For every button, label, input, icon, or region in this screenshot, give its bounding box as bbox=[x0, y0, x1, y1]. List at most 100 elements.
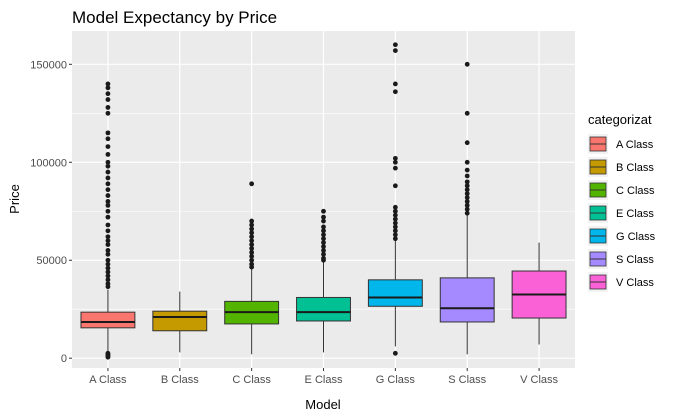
outlier-point bbox=[105, 248, 111, 253]
box-iqr bbox=[152, 310, 208, 332]
outlier-point bbox=[392, 165, 398, 171]
outlier-point bbox=[464, 110, 470, 116]
box-v-class bbox=[511, 242, 567, 345]
x-tick-label: C Class bbox=[232, 374, 271, 386]
outlier-point bbox=[105, 261, 111, 267]
outlier-point bbox=[249, 257, 255, 263]
outlier-point bbox=[464, 206, 470, 212]
box-g-class bbox=[367, 42, 423, 356]
outlier-point bbox=[464, 179, 470, 185]
x-tick-label: G Class bbox=[376, 374, 416, 386]
legend-label: E Class bbox=[616, 208, 654, 220]
chart-title: Model Expectancy by Price bbox=[72, 8, 277, 27]
legend-item: A Class bbox=[588, 134, 654, 154]
outlier-point bbox=[321, 232, 326, 238]
legend-label: A Class bbox=[616, 139, 654, 151]
outlier-point bbox=[249, 230, 255, 236]
box-iqr bbox=[296, 296, 351, 322]
outlier-point bbox=[249, 264, 255, 270]
outlier-point bbox=[105, 81, 111, 87]
y-tick-label: 100000 bbox=[30, 157, 67, 169]
legend: categorizat A Class B Class C Class E Class… bbox=[588, 112, 656, 292]
x-axis-title: Model bbox=[305, 397, 341, 412]
boxes bbox=[80, 42, 567, 360]
legend-item: C Class bbox=[588, 180, 655, 200]
outlier-point bbox=[105, 163, 111, 169]
outlier-point bbox=[464, 191, 470, 197]
outlier-point bbox=[105, 152, 111, 157]
outlier-point bbox=[249, 181, 255, 187]
x-tick-label: S Class bbox=[448, 374, 486, 386]
x-tick-label: A Class bbox=[89, 374, 127, 386]
outlier-point bbox=[392, 42, 398, 48]
y-axis: 0 50000 100000 150000 bbox=[30, 59, 72, 365]
outlier-point bbox=[392, 236, 398, 242]
outlier-point bbox=[105, 130, 111, 136]
outlier-point bbox=[105, 214, 111, 220]
outlier-point bbox=[321, 208, 326, 214]
outlier-point bbox=[464, 140, 470, 146]
outlier-point bbox=[249, 253, 255, 259]
outlier-point bbox=[321, 251, 326, 257]
legend-item: E Class bbox=[588, 203, 654, 223]
outlier-point bbox=[105, 222, 111, 228]
box-iqr bbox=[439, 277, 495, 323]
legend-title: categorizat bbox=[588, 112, 652, 127]
outlier-point bbox=[105, 175, 111, 181]
outlier-point bbox=[105, 91, 111, 97]
outlier-point bbox=[464, 61, 470, 67]
outlier-point bbox=[464, 173, 470, 179]
outlier-point bbox=[105, 208, 111, 214]
outlier-point bbox=[105, 199, 111, 204]
outlier-point bbox=[105, 187, 111, 193]
outlier-point bbox=[105, 273, 111, 279]
outlier-point bbox=[464, 202, 470, 208]
outlier-point bbox=[105, 269, 111, 275]
y-tick-label: 50000 bbox=[36, 255, 67, 267]
box-a-class bbox=[80, 81, 136, 360]
outlier-point bbox=[105, 105, 111, 110]
outlier-point bbox=[392, 204, 398, 210]
outlier-point bbox=[105, 234, 111, 240]
outlier-point bbox=[321, 228, 326, 234]
x-tick-label: E Class bbox=[305, 374, 343, 386]
y-axis-title: Price bbox=[7, 184, 22, 214]
outlier-point bbox=[105, 97, 111, 102]
outlier-point bbox=[321, 244, 326, 249]
outlier-point bbox=[105, 193, 111, 198]
outlier-point bbox=[105, 136, 111, 142]
outlier-point bbox=[105, 257, 111, 263]
box-c-class bbox=[224, 181, 280, 355]
outlier-point bbox=[105, 265, 111, 271]
legend-label: G Class bbox=[616, 231, 656, 243]
outlier-point bbox=[249, 226, 255, 232]
outlier-point bbox=[249, 246, 255, 251]
outlier-point bbox=[105, 277, 111, 283]
outlier-point bbox=[105, 228, 111, 234]
legend-label: S Class bbox=[616, 254, 654, 266]
legend-label: V Class bbox=[616, 277, 654, 289]
outlier-point bbox=[392, 183, 398, 189]
box-b-class bbox=[152, 291, 208, 353]
outlier-point bbox=[105, 242, 111, 247]
outlier-point bbox=[392, 48, 398, 53]
outlier-point bbox=[321, 257, 326, 263]
outlier-point bbox=[105, 202, 111, 208]
x-tick-label: V Class bbox=[520, 374, 558, 386]
y-tick-label: 150000 bbox=[30, 59, 67, 71]
outlier-point bbox=[249, 218, 255, 224]
outlier-point bbox=[392, 228, 398, 234]
outlier-point bbox=[321, 214, 326, 220]
outlier-point bbox=[105, 159, 111, 165]
legend-item: B Class bbox=[588, 157, 654, 177]
outlier-point bbox=[105, 181, 111, 187]
outlier-point bbox=[249, 250, 255, 255]
box-e-class bbox=[296, 208, 351, 353]
outlier-point bbox=[392, 159, 398, 165]
outlier-point bbox=[105, 284, 111, 290]
outlier-point bbox=[464, 159, 470, 165]
outlier-point bbox=[392, 208, 398, 214]
outlier-point bbox=[249, 234, 255, 240]
legend-item: V Class bbox=[588, 272, 654, 292]
outlier-point bbox=[105, 354, 111, 360]
